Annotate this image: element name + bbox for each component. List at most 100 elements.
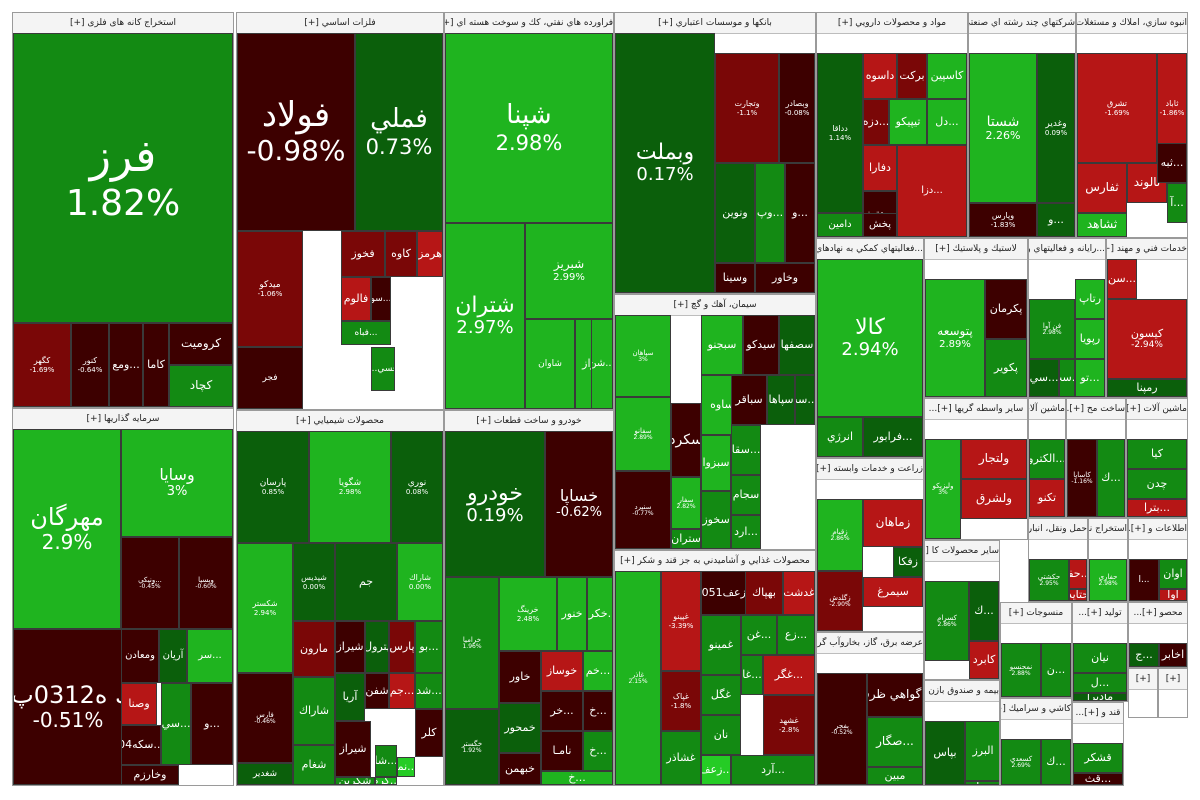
stock-tile[interactable]: فولاد -0.98% bbox=[237, 33, 355, 231]
stock-tile[interactable]: بركت bbox=[897, 53, 927, 99]
stock-tile[interactable]: رمپنا bbox=[1107, 379, 1187, 397]
sector-title[interactable]: حمل ونقل، انبار [+]... bbox=[1029, 519, 1087, 540]
stock-tile[interactable]: فخوز bbox=[341, 231, 385, 277]
stock-tile[interactable]: غدشت bbox=[783, 571, 815, 615]
stock-tile[interactable]: دداقا 1.14% bbox=[817, 53, 863, 213]
stock-tile[interactable]: غبونه bbox=[701, 785, 731, 786]
stock-tile[interactable]: تيپيكو bbox=[889, 99, 927, 145]
stock-tile[interactable]: ...آرد bbox=[731, 755, 815, 785]
stock-tile[interactable]: ...بو bbox=[415, 621, 443, 673]
stock-tile[interactable]: ...ونيكي -0.45% bbox=[121, 537, 179, 629]
stock-tile[interactable]: ...سر bbox=[187, 629, 233, 683]
stock-tile[interactable]: آريا bbox=[335, 673, 365, 721]
stock-tile[interactable]: شبريز 2.99% bbox=[525, 223, 613, 319]
sector-title[interactable]: قند و [+]... bbox=[1073, 703, 1123, 724]
sector-title[interactable]: محصولات غذايي و آشاميدني به جز قند و شكر… bbox=[615, 551, 815, 572]
stock-tile[interactable]: خوساز bbox=[541, 651, 583, 691]
stock-tile[interactable]: ...سقا bbox=[731, 425, 761, 475]
stock-tile[interactable]: زقيام 2.86% bbox=[817, 499, 863, 571]
stock-tile[interactable]: آريان bbox=[159, 629, 187, 683]
stock-tile[interactable]: بفجر -0.52% bbox=[817, 673, 867, 785]
stock-tile[interactable]: ...و bbox=[191, 683, 233, 765]
stock-tile[interactable]: وبملت 0.17% bbox=[615, 33, 715, 293]
stock-tile[interactable]: فملي 0.73% bbox=[355, 33, 443, 231]
stock-tile[interactable]: پخش bbox=[863, 213, 897, 237]
stock-tile[interactable]: کنور -0.64% bbox=[71, 323, 109, 407]
stock-tile[interactable]: ...خكرم bbox=[587, 577, 613, 651]
sector-title[interactable]: منسوجات [+] bbox=[1001, 603, 1071, 624]
stock-tile[interactable]: كيسون -2.94% bbox=[1107, 299, 1187, 379]
stock-tile[interactable]: پترول bbox=[365, 621, 389, 673]
stock-tile[interactable]: كلر bbox=[415, 709, 443, 757]
stock-tile[interactable]: وسايا 3% bbox=[121, 429, 233, 537]
stock-tile[interactable]: ...ثبه bbox=[1157, 143, 1187, 183]
stock-tile[interactable]: كالا 2.94% bbox=[817, 259, 923, 417]
stock-tile[interactable]: سپاهان 3% bbox=[615, 315, 671, 397]
stock-tile[interactable]: هرمز bbox=[417, 231, 443, 277]
stock-tile[interactable]: پكرمان bbox=[985, 279, 1027, 339]
stock-tile[interactable]: جم bbox=[335, 543, 397, 621]
stock-tile[interactable]: پتوسعه 2.89% bbox=[925, 279, 985, 397]
sector-title[interactable]: ساخت مح [+]... bbox=[1067, 399, 1125, 420]
stock-tile[interactable]: وتجارت -1.1% bbox=[715, 53, 779, 163]
stock-tile[interactable]: ...ك bbox=[969, 581, 999, 641]
sector-title[interactable]: فلزات اساسي [+] bbox=[237, 13, 443, 34]
sector-title[interactable]: زراعت و خدمات وابسته [+] bbox=[817, 459, 923, 480]
stock-tile[interactable]: وصنا bbox=[121, 683, 157, 725]
stock-tile[interactable]: خساپا -0.62% bbox=[545, 431, 613, 577]
stock-tile[interactable]: نان bbox=[701, 715, 741, 755]
stock-tile[interactable]: کچاد bbox=[169, 365, 233, 407]
stock-tile[interactable]: خرينگ 2.48% bbox=[499, 577, 557, 651]
stock-tile[interactable]: فارس -0.46% bbox=[237, 673, 293, 763]
stock-tile[interactable]: شاراك bbox=[293, 677, 335, 745]
stock-tile[interactable]: ...ن bbox=[1041, 643, 1071, 697]
sector-title[interactable]: ...رايانه و فعاليتهاي و [+] bbox=[1029, 239, 1105, 260]
stock-tile[interactable]: حتايد bbox=[1069, 589, 1087, 601]
stock-tile[interactable]: ...دزه bbox=[863, 99, 889, 145]
stock-tile[interactable]: داسوه bbox=[863, 53, 897, 99]
stock-tile[interactable]: ...سكه04 bbox=[121, 725, 161, 765]
stock-tile[interactable]: ...تو bbox=[1075, 359, 1105, 397]
stock-tile[interactable]: ثشاهد bbox=[1077, 213, 1127, 237]
stock-tile[interactable]: سيدكو bbox=[743, 315, 779, 375]
stock-tile[interactable]: ثالوند bbox=[1127, 163, 1167, 203]
stock-tile[interactable]: فالوم bbox=[341, 277, 371, 321]
stock-tile[interactable]: رپويا bbox=[1075, 319, 1105, 359]
stock-tile[interactable]: ...شا bbox=[375, 745, 397, 777]
stock-tile[interactable]: وپارس -1.83% bbox=[969, 203, 1037, 237]
stock-tile[interactable]: سفانو 2.89% bbox=[615, 397, 671, 471]
stock-tile[interactable]: ...دل bbox=[927, 99, 967, 145]
stock-tile[interactable]: کاما bbox=[143, 323, 169, 407]
stock-tile[interactable]: البرز bbox=[965, 721, 999, 781]
stock-tile[interactable]: شپنا 2.98% bbox=[445, 33, 613, 223]
stock-tile[interactable]: فن آوا 2.98% bbox=[1029, 299, 1075, 359]
stock-tile[interactable]: كسرام 2.86% bbox=[925, 581, 969, 661]
stock-tile[interactable]: کرومیت bbox=[169, 323, 233, 365]
stock-tile[interactable]: ...شن bbox=[591, 319, 613, 409]
stock-tile[interactable]: فجر bbox=[237, 347, 303, 409]
stock-tile[interactable]: ...خ bbox=[541, 771, 613, 785]
sector-title[interactable]: سيمان، آهك و گچ [+] bbox=[615, 295, 815, 316]
sector-title[interactable]: ماشين آلات [+] bbox=[1127, 399, 1187, 420]
stock-tile[interactable]: شپديس 0.00% bbox=[293, 543, 335, 621]
stock-tile[interactable]: ...و bbox=[1037, 203, 1075, 237]
stock-tile[interactable]: شگويا 2.98% bbox=[309, 431, 391, 543]
stock-tile[interactable]: ...آ bbox=[1167, 183, 1187, 223]
stock-tile[interactable]: ...ج bbox=[1129, 643, 1159, 667]
stock-tile[interactable]: شكربن bbox=[335, 777, 375, 785]
stock-tile[interactable]: نيان bbox=[1073, 643, 1127, 673]
stock-tile[interactable]: ويسپا -0.60% bbox=[179, 537, 233, 629]
stock-tile[interactable]: قشكر bbox=[1073, 743, 1123, 773]
stock-tile[interactable]: ...گواهي ظرف bbox=[867, 673, 923, 717]
sector-title[interactable]: ماشين آلات و [+]... bbox=[1029, 399, 1065, 420]
stock-tile[interactable]: خنور bbox=[557, 577, 587, 651]
stock-tile[interactable]: خودرو 0.19% bbox=[445, 431, 545, 577]
stock-tile[interactable]: خراميا 1.96% bbox=[445, 577, 499, 709]
stock-tile[interactable]: سباقر bbox=[731, 375, 767, 425]
stock-tile[interactable]: ثفارس bbox=[1077, 163, 1127, 213]
stock-tile[interactable]: سنيرد -0.77% bbox=[615, 471, 671, 549]
stock-tile[interactable]: ...زع bbox=[777, 615, 815, 655]
stock-tile[interactable]: ...سي bbox=[161, 683, 191, 765]
stock-tile[interactable]: ...سپ bbox=[1059, 359, 1075, 397]
stock-tile[interactable]: سك ه0312پ01-0.51% bbox=[13, 629, 123, 785]
